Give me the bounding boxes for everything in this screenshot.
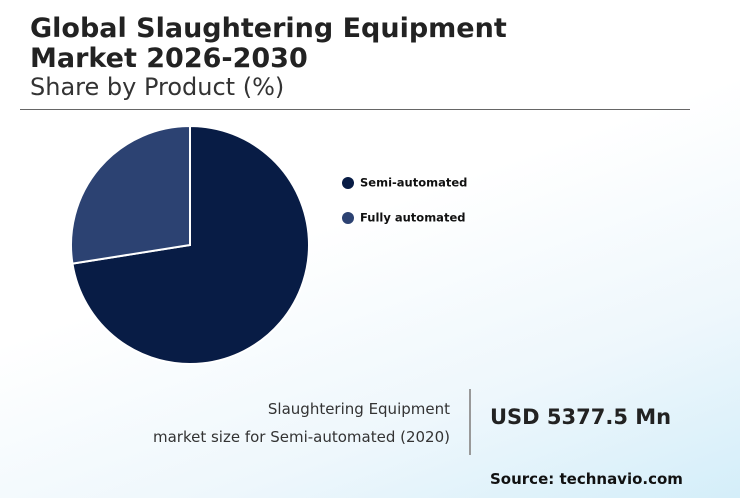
pie-slice (70, 124, 191, 265)
caption-line: market size for Semi-automated (2020) (152, 428, 450, 446)
separator (469, 389, 471, 455)
chart-subtitle: Share by Product (%) (30, 73, 285, 101)
chart-title: Global Slaughtering Equipment Market 202… (30, 13, 507, 74)
caption-line: Slaughtering Equipment (267, 400, 450, 418)
legend-label: Semi-automated (360, 176, 467, 190)
legend-label: Fully automated (360, 211, 465, 225)
legend-marker (342, 212, 354, 224)
divider (20, 109, 690, 110)
highlight-value: USD 5377.5 Mn (490, 405, 672, 429)
legend-marker (342, 177, 354, 189)
source: Source: technavio.com (490, 470, 683, 488)
